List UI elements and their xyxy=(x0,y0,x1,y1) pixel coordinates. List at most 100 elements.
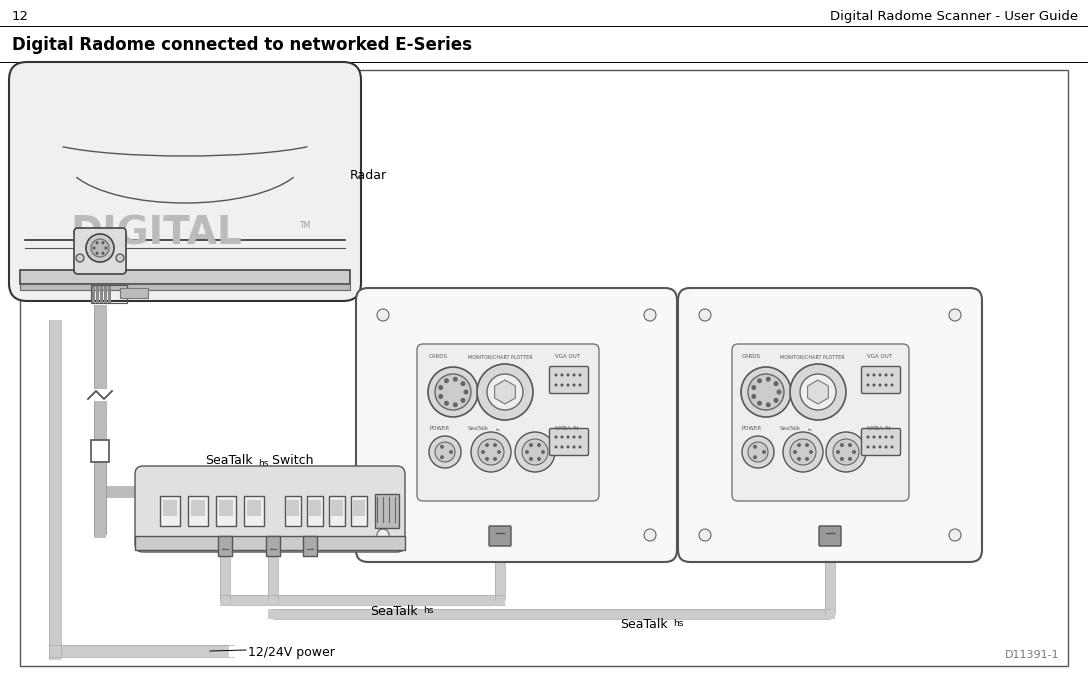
Circle shape xyxy=(790,439,816,465)
Text: SeaTalk: SeaTalk xyxy=(620,618,668,631)
Circle shape xyxy=(515,432,555,472)
Circle shape xyxy=(741,367,791,417)
Circle shape xyxy=(749,442,768,462)
Circle shape xyxy=(449,450,453,454)
Circle shape xyxy=(873,446,876,448)
Bar xyxy=(20,270,350,284)
Circle shape xyxy=(560,374,564,377)
Bar xyxy=(825,545,834,614)
Circle shape xyxy=(529,443,533,447)
Text: VGA OUT: VGA OUT xyxy=(867,354,892,359)
Circle shape xyxy=(435,374,471,410)
Circle shape xyxy=(885,446,888,448)
Circle shape xyxy=(805,457,809,461)
Circle shape xyxy=(757,401,762,406)
Circle shape xyxy=(866,374,869,377)
Circle shape xyxy=(753,445,757,448)
Circle shape xyxy=(428,367,478,417)
Circle shape xyxy=(866,384,869,386)
Bar xyxy=(104,285,107,303)
Text: POWER: POWER xyxy=(742,426,762,431)
Text: hs: hs xyxy=(496,428,500,432)
Bar xyxy=(96,285,99,303)
Text: NMEA IN: NMEA IN xyxy=(867,426,890,431)
Bar xyxy=(268,556,279,600)
Circle shape xyxy=(560,435,564,439)
Circle shape xyxy=(104,247,108,249)
Circle shape xyxy=(798,457,801,461)
Circle shape xyxy=(444,378,449,384)
Circle shape xyxy=(493,443,497,447)
Circle shape xyxy=(555,374,557,377)
Circle shape xyxy=(537,457,541,461)
Circle shape xyxy=(833,439,860,465)
FancyBboxPatch shape xyxy=(135,466,405,552)
Circle shape xyxy=(752,385,756,390)
Circle shape xyxy=(572,384,576,386)
Circle shape xyxy=(890,384,893,386)
Text: CARDS: CARDS xyxy=(742,354,761,359)
Circle shape xyxy=(453,377,458,381)
Circle shape xyxy=(890,374,893,377)
Bar xyxy=(163,500,177,516)
Circle shape xyxy=(463,390,469,395)
Text: D11391-1: D11391-1 xyxy=(1005,650,1060,660)
Circle shape xyxy=(949,529,961,541)
Text: SeaTalk: SeaTalk xyxy=(780,426,801,431)
Circle shape xyxy=(866,435,869,439)
Circle shape xyxy=(890,446,893,448)
Circle shape xyxy=(116,254,124,262)
Text: Digital Radome connected to networked E-Series: Digital Radome connected to networked E-… xyxy=(12,36,472,54)
Text: VGA OUT: VGA OUT xyxy=(555,354,580,359)
Circle shape xyxy=(91,239,109,257)
FancyBboxPatch shape xyxy=(862,366,901,393)
Circle shape xyxy=(526,450,529,454)
Circle shape xyxy=(852,450,856,454)
Bar xyxy=(220,556,230,600)
Text: hs: hs xyxy=(258,459,269,468)
Circle shape xyxy=(96,252,99,255)
Bar xyxy=(120,288,148,298)
Bar xyxy=(191,500,205,516)
Circle shape xyxy=(878,435,881,439)
Circle shape xyxy=(805,443,809,447)
Bar xyxy=(309,500,321,516)
Circle shape xyxy=(749,374,784,410)
Circle shape xyxy=(560,446,564,448)
Bar xyxy=(85,389,115,401)
Circle shape xyxy=(840,457,844,461)
Text: 12: 12 xyxy=(12,10,29,23)
Circle shape xyxy=(440,455,444,460)
Circle shape xyxy=(777,390,781,395)
Bar xyxy=(135,536,405,550)
Circle shape xyxy=(885,374,888,377)
Circle shape xyxy=(555,435,557,439)
FancyBboxPatch shape xyxy=(356,288,677,562)
Circle shape xyxy=(440,445,444,448)
Bar xyxy=(91,440,109,462)
Circle shape xyxy=(873,384,876,386)
Circle shape xyxy=(579,435,581,439)
Bar xyxy=(268,609,834,619)
Text: MONITOR/CHART PLOTTER: MONITOR/CHART PLOTTER xyxy=(468,354,533,359)
Circle shape xyxy=(698,529,710,541)
Bar xyxy=(94,305,106,420)
Circle shape xyxy=(378,529,390,541)
Circle shape xyxy=(541,450,545,454)
Circle shape xyxy=(579,384,581,386)
Text: SeaTalk: SeaTalk xyxy=(205,454,252,467)
Circle shape xyxy=(378,309,390,321)
Bar xyxy=(220,595,505,605)
Bar xyxy=(94,486,165,498)
Bar xyxy=(20,284,350,290)
Circle shape xyxy=(848,457,852,461)
Text: Switch: Switch xyxy=(268,454,313,467)
Circle shape xyxy=(890,435,893,439)
Bar xyxy=(218,536,232,556)
Circle shape xyxy=(438,394,443,399)
Text: SeaTalk: SeaTalk xyxy=(370,605,418,618)
FancyBboxPatch shape xyxy=(549,428,589,455)
Text: Digital Radome Scanner - User Guide: Digital Radome Scanner - User Guide xyxy=(830,10,1078,23)
Bar xyxy=(287,500,299,516)
Circle shape xyxy=(949,309,961,321)
